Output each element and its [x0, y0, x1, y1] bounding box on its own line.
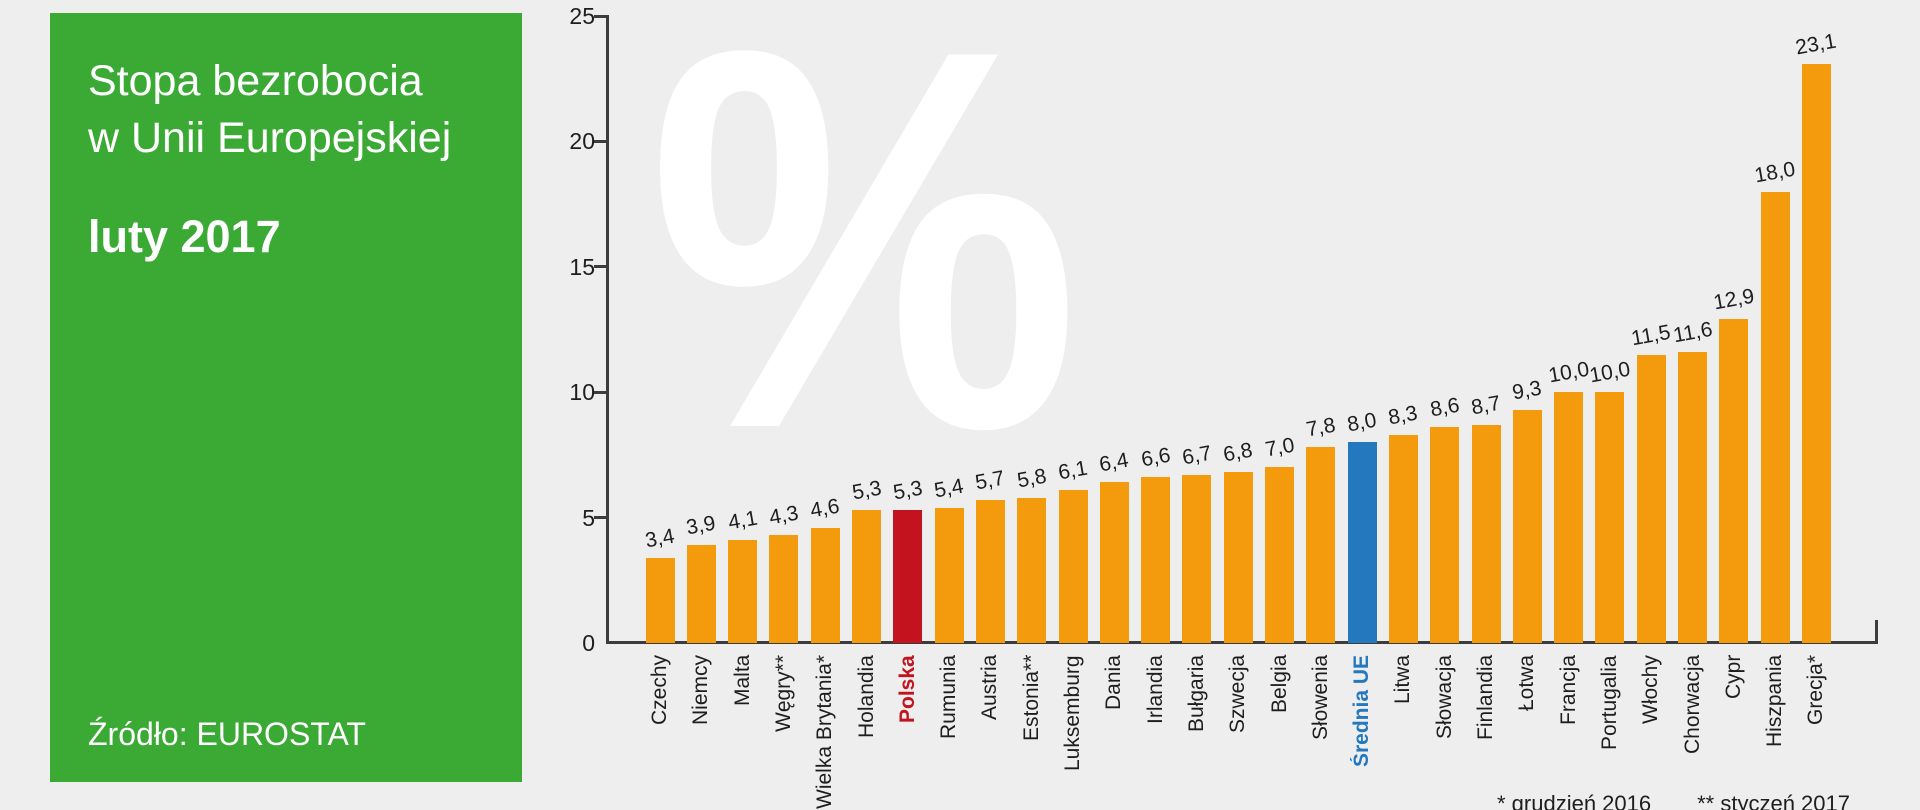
- y-tick-label-20: 20: [569, 128, 595, 155]
- bar-country-label: Słowenia: [1308, 655, 1332, 741]
- bar-country-label: Łotwa: [1515, 655, 1539, 712]
- bar-Grecja*: [1801, 64, 1831, 643]
- bar-Malta: [728, 540, 758, 643]
- bar-Estonia**: [1017, 498, 1047, 643]
- bar-country-label: Holandia: [854, 655, 878, 738]
- bar-country-label: Grecja*: [1804, 655, 1828, 726]
- side-panel: Stopa bezrobocia w Unii Europejskiej lut…: [50, 13, 522, 782]
- y-tick-5: [594, 516, 607, 520]
- bar-country-label: Wielka Brytania*: [813, 655, 837, 810]
- bar-country-label: Estonia**: [1019, 655, 1043, 742]
- bar-Portugalia: [1595, 392, 1625, 643]
- bar-country-label: Słowacja: [1432, 655, 1456, 740]
- footnote-dec-2016: * grudzień 2016: [1497, 791, 1652, 810]
- bar-country-label: Polska: [895, 655, 919, 723]
- bar-country-label: Bułgaria: [1184, 655, 1208, 733]
- bar-Szwecja: [1223, 472, 1253, 643]
- bar-country-label: Czechy: [648, 655, 671, 726]
- title-line-2: w Unii Europejskiej: [88, 114, 452, 162]
- y-tick-15: [594, 265, 607, 269]
- bar-country-label: Belgia: [1267, 655, 1291, 714]
- bar-country-label: Austria: [978, 655, 1002, 721]
- y-tick-10: [594, 390, 607, 394]
- bar-country-label: Litwa: [1391, 655, 1415, 705]
- bar-value-label: 23,1: [1794, 29, 1839, 60]
- y-tick-label-5: 5: [582, 504, 595, 531]
- bar-Łotwa: [1512, 410, 1542, 643]
- y-tick-label-10: 10: [569, 379, 595, 406]
- bar-Rumunia: [934, 508, 964, 643]
- bar-Austria: [975, 500, 1005, 643]
- bar-country-label: Portugalia: [1597, 655, 1621, 750]
- bar-Dania: [1099, 482, 1129, 643]
- bar-country-label: Francja: [1556, 655, 1580, 726]
- bar-Irlandia: [1141, 477, 1171, 643]
- bar-country-label: Chorwacja: [1680, 655, 1704, 755]
- bar-Średnia UE: [1347, 442, 1377, 643]
- bar-Chorwacja: [1678, 352, 1707, 643]
- bar-Belgia: [1265, 467, 1294, 643]
- bar-Holandia: [852, 510, 881, 643]
- bar-Litwa: [1388, 435, 1418, 643]
- bar-country-label: Malta: [730, 655, 754, 707]
- bar-Luksemburg: [1058, 490, 1088, 643]
- bar-Słowenia: [1306, 447, 1336, 643]
- bar-country-label: Szwecja: [1226, 655, 1250, 734]
- footnote-jan-2017: ** styczeń 2017: [1697, 791, 1850, 810]
- bar-country-label: Niemcy: [689, 655, 713, 726]
- bar-country-label: Cypr: [1721, 655, 1745, 700]
- bar-Polska: [893, 510, 923, 643]
- y-tick-20: [594, 139, 607, 143]
- source-label: Źródło: EUROSTAT: [88, 716, 366, 752]
- title-line-1: Stopa bezrobocia: [88, 57, 423, 105]
- bar-country-label: Średnia UE: [1350, 655, 1374, 768]
- footnote: * grudzień 2016 ** styczeń 2017: [1497, 791, 1850, 810]
- bar-Hiszpania: [1760, 192, 1790, 643]
- bar-Węgry**: [769, 535, 799, 643]
- bar-country-label: Hiszpania: [1763, 655, 1787, 748]
- bar-Słowacja: [1430, 427, 1460, 643]
- bar-country-label: Dania: [1102, 655, 1126, 710]
- bar-Francja: [1554, 392, 1584, 643]
- bar-country-label: Włochy: [1639, 655, 1663, 724]
- period-label: luty 2017: [88, 211, 281, 262]
- bar-Cypr: [1719, 319, 1749, 643]
- y-axis-line: [606, 15, 609, 644]
- y-tick-label-0: 0: [582, 630, 595, 656]
- bar-country-label: Irlandia: [1143, 655, 1167, 724]
- bar-country-label: Finlandia: [1474, 655, 1497, 741]
- y-tick-label-25: 25: [569, 3, 595, 29]
- bar-country-label: Rumunia: [937, 655, 961, 740]
- bar-Niemcy: [686, 545, 716, 643]
- page-title: Stopa bezrobocia w Unii Europejskiej: [88, 53, 451, 167]
- bar-Włochy: [1636, 355, 1666, 643]
- y-tick-25: [594, 14, 607, 18]
- x-axis-end-tick: [1875, 620, 1878, 641]
- bar-country-label: Luksemburg: [1061, 655, 1084, 771]
- percent-watermark: %: [648, 0, 1081, 541]
- bar-Czechy: [645, 558, 675, 643]
- bar-Wielka Brytania*: [810, 528, 840, 643]
- bar-country-label: Węgry**: [771, 655, 795, 733]
- bar-Finlandia: [1471, 425, 1501, 643]
- bar-Bułgaria: [1182, 475, 1212, 643]
- y-tick-label-15: 15: [569, 253, 595, 280]
